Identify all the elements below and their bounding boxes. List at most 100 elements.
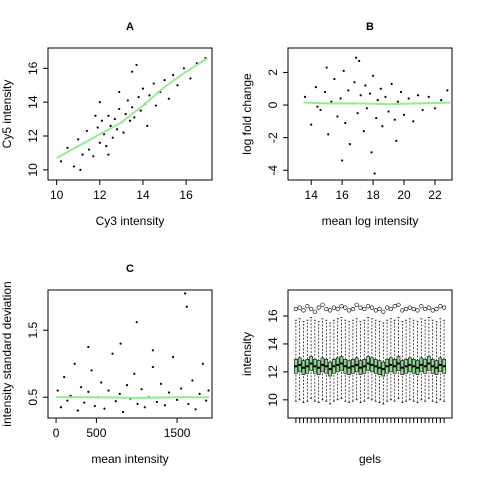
point [314, 86, 317, 89]
point [310, 123, 313, 126]
outlier [293, 306, 299, 312]
point [348, 143, 351, 146]
point [347, 89, 350, 92]
outlier [309, 306, 314, 312]
plot-frame [287, 47, 453, 181]
y-tick-label: 12 [26, 129, 40, 143]
point [358, 59, 361, 63]
point [135, 63, 138, 67]
point [92, 155, 95, 158]
point [114, 400, 117, 403]
point [201, 362, 204, 365]
outlier [400, 308, 405, 313]
x-axis-label: mean intensity [91, 452, 168, 466]
point [133, 116, 136, 119]
point [176, 84, 179, 87]
y-axis-label: log fold change [240, 73, 254, 155]
plot-frame [47, 289, 213, 419]
y-tick-label: 0 [266, 101, 280, 108]
point [79, 386, 83, 389]
outlier [312, 309, 318, 314]
x-tick-label: 22 [428, 188, 442, 202]
y-tick-label: 14 [26, 95, 40, 109]
point [122, 131, 125, 134]
y-tick-label: 14 [266, 337, 280, 351]
point [107, 389, 110, 392]
outlier [426, 305, 432, 310]
x-tick-label: 0 [53, 426, 60, 440]
y-tick-label: -4 [266, 165, 280, 176]
point [111, 352, 114, 355]
point [185, 305, 188, 308]
point [341, 159, 344, 162]
point [182, 67, 186, 70]
point [87, 148, 91, 151]
point [131, 70, 134, 73]
point [390, 82, 393, 85]
point [81, 153, 84, 156]
point [416, 94, 420, 97]
point [384, 95, 387, 98]
outlier [423, 306, 428, 312]
x-tick-label: 500 [86, 426, 106, 440]
point [159, 382, 163, 385]
point [402, 113, 406, 116]
point [76, 409, 79, 412]
outlier [354, 302, 359, 307]
point [115, 128, 119, 131]
point [151, 349, 154, 352]
point [395, 139, 398, 142]
point [103, 407, 106, 410]
point [109, 124, 112, 127]
y-axis-label: Cy5 intensity [0, 80, 14, 149]
point [151, 365, 154, 369]
point [113, 117, 116, 121]
outlier [385, 305, 390, 310]
point [381, 125, 384, 128]
point [136, 402, 139, 406]
point [396, 100, 399, 103]
point [336, 115, 339, 118]
point [189, 77, 192, 80]
panel-title: B [366, 21, 374, 33]
point [131, 106, 134, 109]
point [440, 99, 443, 102]
point [359, 94, 362, 97]
outlier [297, 305, 302, 310]
point [330, 100, 333, 103]
outlier [434, 306, 439, 312]
point [344, 121, 347, 125]
point [77, 138, 80, 141]
point [83, 401, 86, 404]
y-tick-label: 10 [266, 393, 280, 407]
point [90, 369, 93, 372]
outlier [320, 302, 325, 307]
outlier [316, 305, 321, 310]
point [446, 89, 449, 92]
point [105, 145, 108, 148]
panel-title: C [126, 263, 134, 275]
outlier [419, 304, 424, 309]
point [125, 384, 129, 387]
point [107, 153, 110, 156]
point [119, 342, 122, 345]
point [56, 389, 59, 392]
point [303, 95, 307, 98]
plot-frame [47, 47, 213, 181]
y-axis-label: intensity standard deviation [0, 281, 14, 426]
point [333, 77, 336, 81]
point [205, 399, 208, 402]
point [98, 101, 101, 104]
point [172, 73, 175, 77]
point [111, 136, 114, 139]
point [180, 387, 183, 390]
y-tick-label: 16 [266, 309, 280, 323]
point [72, 165, 75, 168]
point [327, 133, 330, 136]
point [63, 376, 66, 379]
point [207, 389, 210, 392]
point [376, 99, 379, 102]
outlier [373, 308, 378, 313]
x-tick-label: 16 [179, 188, 193, 202]
point [66, 146, 69, 149]
